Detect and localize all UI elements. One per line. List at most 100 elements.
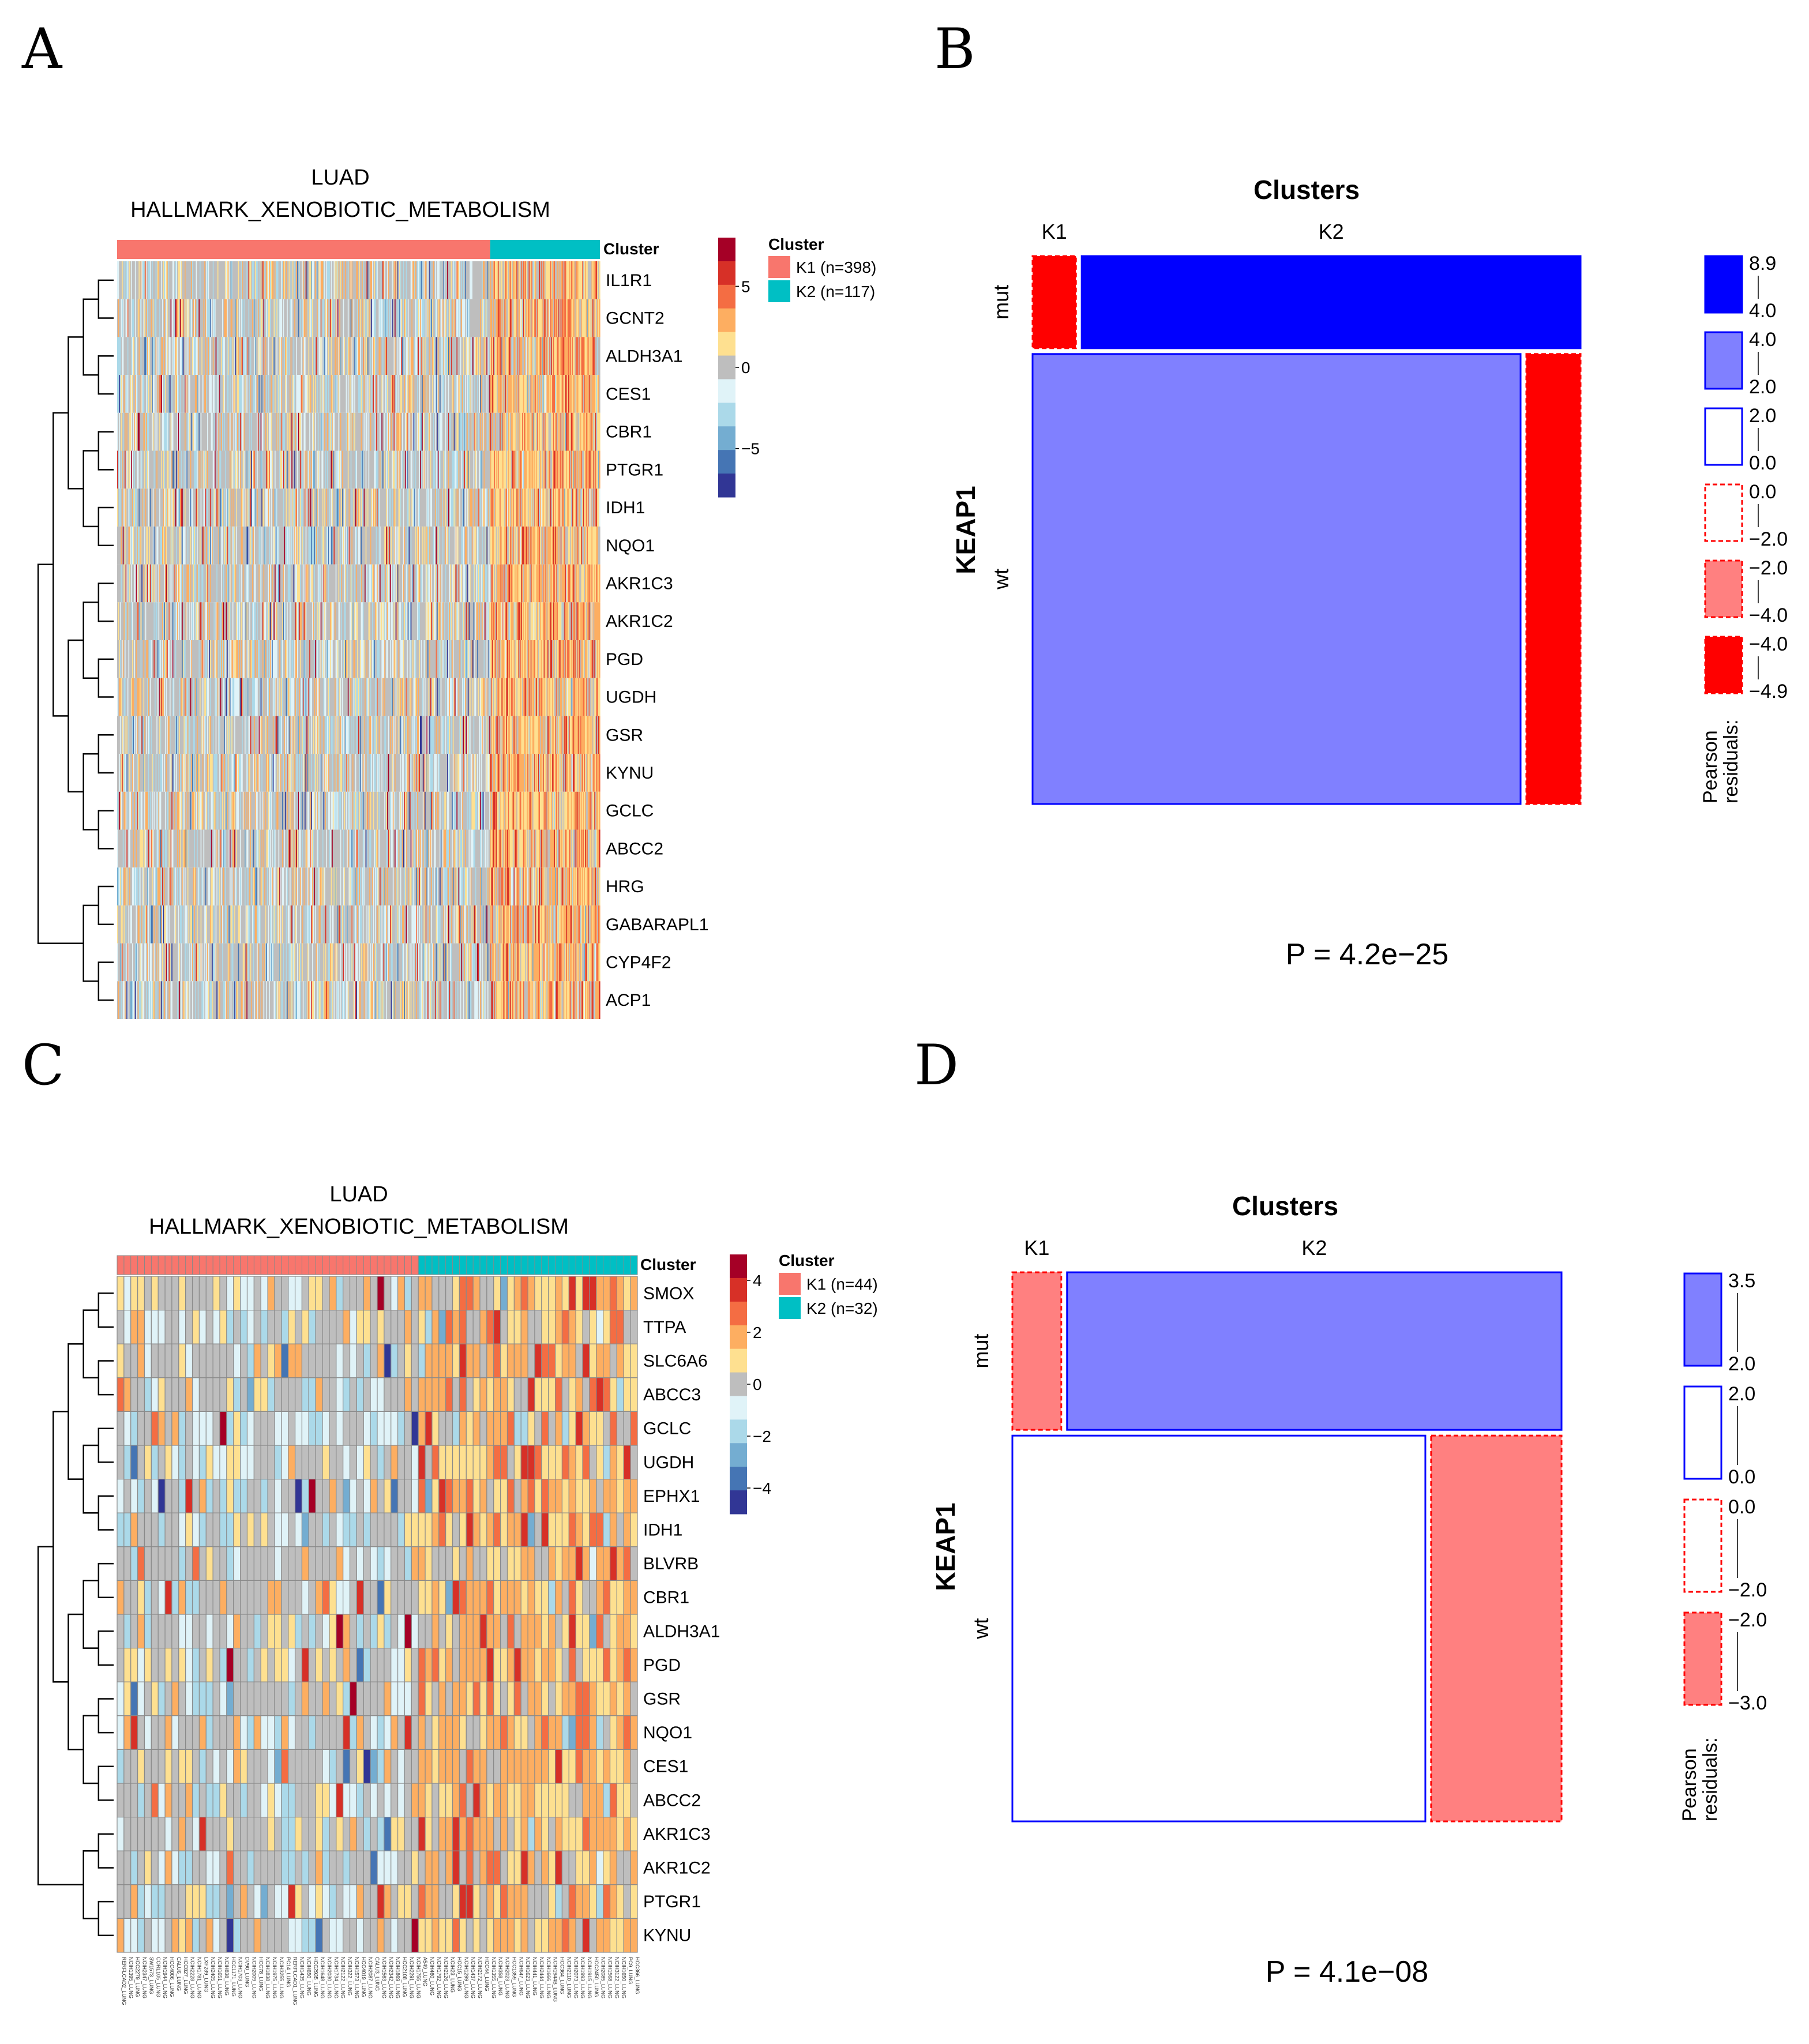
heatmap-cell [335,299,337,337]
heatmap-cell [410,526,411,565]
heatmap-cell [448,412,449,451]
heatmap-cell [196,337,197,375]
heatmap-cell [295,337,297,375]
heatmap-cell [188,489,190,527]
heatmap-cell [457,337,459,375]
heatmap-cell [400,602,402,640]
heatmap-cell [262,526,264,565]
heatmap-cell [279,261,281,299]
heatmap-cell [126,261,128,299]
heatmap-cell [277,375,279,413]
heatmap-cell [523,299,524,337]
heatmap-cell [407,299,408,337]
heatmap-cell [207,602,209,640]
heatmap-cell [299,489,301,527]
heatmap-cell [513,375,515,413]
heatmap-cell [485,375,487,413]
heatmap-cell [347,261,348,299]
heatmap-cell [233,526,235,565]
heatmap-cell [302,337,303,375]
heatmap-cell [425,526,426,565]
heatmap-cell [155,602,156,640]
heatmap-cell [128,450,130,489]
heatmap-cell [178,375,179,413]
heatmap-cell [122,299,124,337]
heatmap-cell [328,412,329,451]
heatmap-cell [276,261,278,299]
heatmap-cell [541,489,542,527]
heatmap-cell [228,450,230,489]
heatmap-cell [566,489,568,527]
heatmap-cell [174,526,176,565]
heatmap-cell [265,602,267,640]
heatmap-cell [251,450,253,489]
heatmap-cell [382,489,384,527]
heatmap-cell [433,299,434,337]
heatmap-cell [324,526,326,565]
heatmap-cell [307,564,309,603]
heatmap-cell [306,261,308,299]
heatmap-cell [415,450,417,489]
heatmap-cell [206,526,208,565]
heatmap-cell [307,489,309,527]
heatmap-cell [272,337,273,375]
heatmap-cell [565,337,567,375]
heatmap-cell [239,489,242,527]
heatmap-cell [515,412,517,451]
heatmap-cell [205,337,207,375]
heatmap-cell [400,526,402,565]
heatmap-cell [164,564,166,603]
heatmap-cell [142,337,144,375]
heatmap-cell [395,602,397,640]
heatmap-cell [230,564,232,603]
heatmap-cell [494,564,496,603]
heatmap-cell [459,375,461,413]
heatmap-cell [449,450,452,489]
heatmap-cell [140,526,142,565]
heatmap-cell [387,526,389,565]
heatmap-cell [437,375,440,413]
heatmap-cell [179,602,182,640]
heatmap-cell [353,526,355,565]
heatmap-cell [145,602,147,640]
heatmap-cell [567,299,569,337]
heatmap-cell [133,450,134,489]
heatmap-cell [134,526,137,565]
heatmap-cell [286,526,287,565]
heatmap-cell [376,261,377,299]
heatmap-cell [236,337,238,375]
heatmap-cell [294,526,296,565]
heatmap-cell [507,299,509,337]
heatmap-cell [316,261,317,299]
heatmap-cell [428,526,430,565]
heatmap-cell [164,299,167,337]
heatmap-cell [492,526,494,565]
heatmap-cell [134,299,137,337]
heatmap-cell [305,412,307,451]
heatmap-cell [337,564,339,603]
heatmap-cell [414,489,416,527]
heatmap-cell [250,375,252,413]
heatmap-cell [194,602,197,640]
heatmap-cell [279,375,281,413]
heatmap-cell [170,564,172,603]
heatmap-cell [590,489,591,527]
heatmap-cell [359,375,362,413]
heatmap-cell [320,375,322,413]
heatmap-cell [541,299,542,337]
heatmap-cell [179,261,181,299]
heatmap-cell [167,526,168,565]
heatmap-cell [202,299,204,337]
heatmap-cell [123,412,125,451]
heatmap-cell [185,526,187,565]
heatmap-cell [421,489,422,527]
heatmap-cell [241,375,242,413]
heatmap-cell [238,526,239,565]
heatmap-cell [569,375,572,413]
heatmap-cell [433,450,434,489]
heatmap-cell [543,375,545,413]
heatmap-cell [497,261,500,299]
heatmap-cell [339,602,341,640]
heatmap-cell [344,450,347,489]
heatmap-cell [560,526,561,565]
